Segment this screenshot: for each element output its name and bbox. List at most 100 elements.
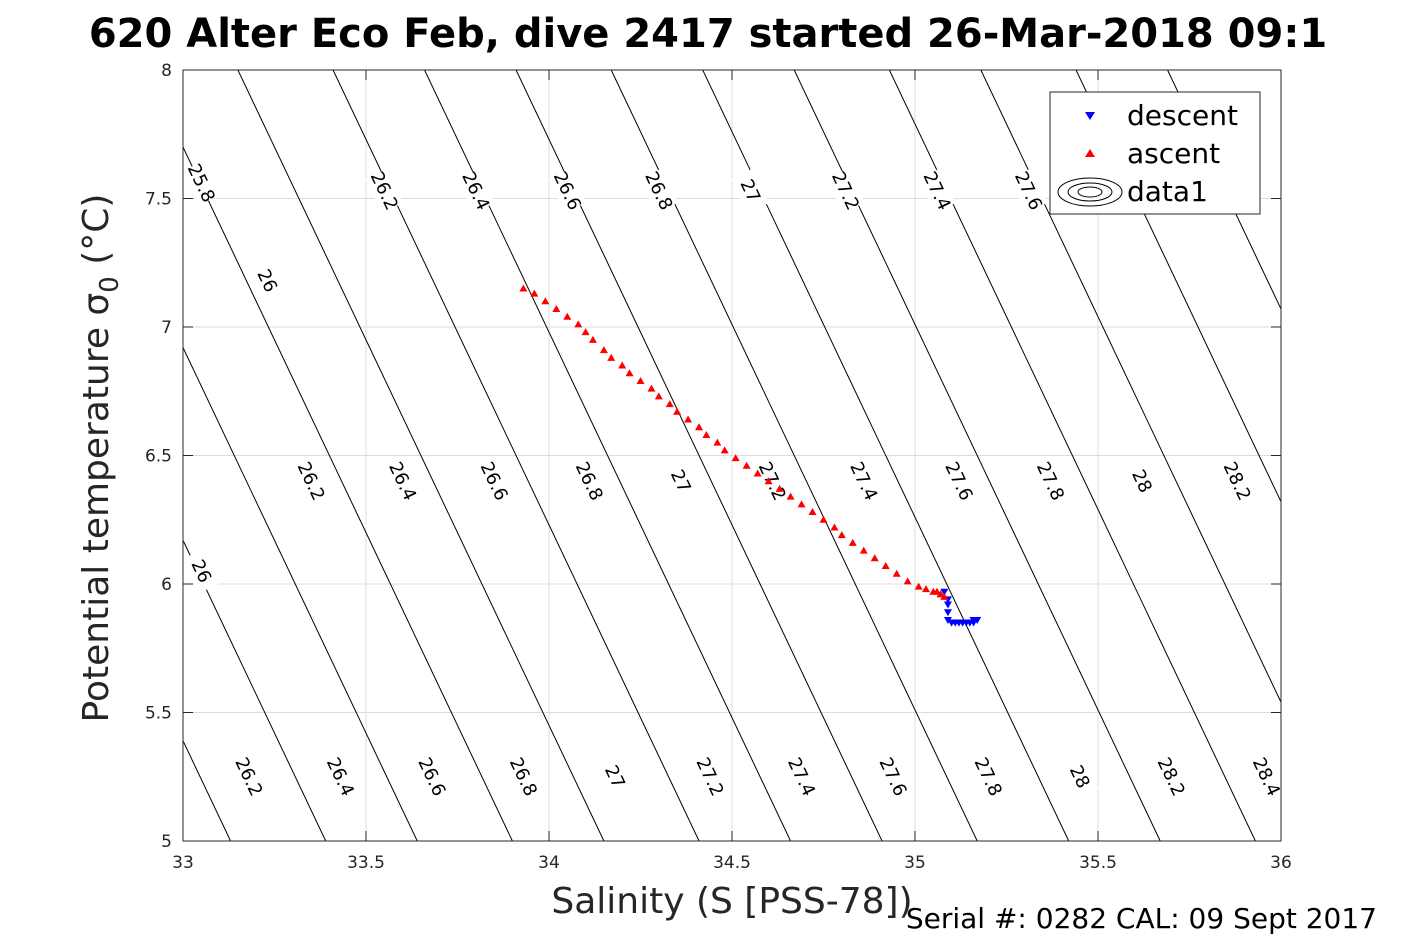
x-tick-label: 36	[1270, 853, 1292, 873]
ascent-point	[936, 590, 945, 598]
ascent-point	[530, 289, 539, 297]
ascent-point	[797, 500, 806, 508]
x-tick-label: 34	[538, 853, 560, 873]
contour-legend-icon	[1057, 177, 1123, 207]
contour-label-bg	[504, 754, 543, 800]
ascent-point	[563, 312, 572, 320]
ascent-point	[742, 461, 751, 469]
contour-label-bg	[782, 754, 821, 800]
x-tick-label: 35.5	[1079, 853, 1117, 873]
contour-label-bg	[1152, 754, 1191, 800]
contour-label-bg	[844, 458, 883, 504]
y-tick-label: 5	[161, 832, 172, 852]
x-axis-ticks: 33 33.5 34 34.5 35 35.5 36	[172, 70, 1292, 873]
contour-label-bg	[753, 458, 792, 504]
ascent-point	[647, 384, 656, 392]
contour-line	[183, 346, 418, 841]
legend[interactable]: descent ascent data1	[1049, 91, 1261, 215]
ascent-point	[830, 523, 839, 531]
contour-label-bg	[365, 168, 404, 214]
contour-label-bg	[292, 458, 331, 504]
y-tick-label: 8	[161, 61, 172, 81]
ascent-point	[837, 531, 846, 539]
ascent-point	[702, 430, 711, 438]
contour-label-bg	[639, 168, 678, 214]
contour-label-bg	[691, 754, 730, 800]
contour-label-bg	[826, 168, 865, 214]
y-tick-label: 6.5	[145, 447, 172, 467]
ascent-point	[870, 554, 879, 562]
ascent-point	[625, 369, 634, 377]
contour-label-bg	[321, 754, 360, 800]
series-ascent	[519, 284, 949, 600]
ascent-point	[607, 353, 616, 361]
contour-label-bg	[412, 754, 451, 800]
y-tick-label: 7	[161, 318, 172, 338]
y-axis-label: Potential temperature σ0 (°C)	[76, 194, 125, 723]
legend-contour-label: data1	[1127, 175, 1208, 208]
contour-label-bg	[475, 458, 514, 504]
ascent-point	[932, 587, 941, 595]
series-descent	[940, 588, 982, 627]
contour-label-bg	[570, 458, 609, 504]
x-tick-label: 35	[904, 853, 926, 873]
contour-label-bg	[1247, 754, 1286, 800]
contour-label-bg	[182, 160, 221, 206]
contour-label-bg	[1060, 754, 1099, 800]
contour-label-bg	[548, 168, 587, 214]
ascent-point	[599, 346, 608, 354]
ascent-point	[848, 538, 857, 546]
ascent-point	[903, 577, 912, 585]
legend-ascent-label: ascent	[1127, 137, 1220, 170]
legend-descent-marker	[1085, 112, 1095, 120]
ascent-point	[541, 297, 550, 305]
contour-label-bg	[731, 168, 770, 214]
ascent-point	[881, 562, 890, 570]
y-tick-label: 5.5	[145, 704, 172, 724]
ascent-point	[552, 305, 561, 313]
contour-label-bg	[969, 754, 1008, 800]
y-tick-label: 7.5	[145, 190, 172, 210]
legend-descent-label: descent	[1127, 99, 1238, 132]
ascent-point	[940, 592, 949, 600]
contour-label-bg	[661, 458, 700, 504]
contour-label-bg	[917, 168, 956, 214]
ascent-point	[921, 585, 930, 593]
descent-point	[940, 588, 949, 596]
y-axis-label-main: Potential temperature σ	[76, 293, 117, 723]
contour-label-bg	[1218, 458, 1257, 504]
ascent-point	[695, 423, 704, 431]
ascent-point	[665, 400, 674, 408]
contour-label-bg	[1031, 458, 1070, 504]
y-axis-label-unit: (°C)	[76, 194, 117, 277]
y-axis-label-subscript: 0	[95, 276, 125, 293]
contour-label-bg	[456, 168, 495, 214]
descent-point	[943, 609, 952, 617]
serial-cal-annotation: Serial #: 0282 CAL: 09 Sept 2017	[906, 902, 1377, 935]
ascent-point	[764, 477, 773, 485]
ascent-point	[753, 469, 762, 477]
contour-label-bg	[383, 458, 422, 504]
ascent-point	[684, 415, 693, 423]
x-axis-label: Salinity (S [PSS-78])	[551, 881, 912, 922]
ascent-point	[731, 454, 740, 462]
contour-label-bg	[939, 458, 978, 504]
contour-label-bg	[595, 754, 634, 800]
ascent-point	[574, 320, 583, 328]
contour-label-bg	[1122, 458, 1161, 504]
ascent-point	[673, 407, 682, 415]
contour-label-bg	[182, 548, 221, 594]
descent-point	[973, 616, 982, 624]
ascent-point	[588, 335, 597, 343]
x-tick-label: 34.5	[713, 853, 751, 873]
ascent-point	[819, 515, 828, 523]
legend-box	[1049, 91, 1261, 215]
ascent-point	[775, 484, 784, 492]
ascent-point	[859, 546, 868, 554]
x-tick-label: 33.5	[347, 853, 385, 873]
ascent-point	[720, 446, 729, 454]
ascent-point	[892, 569, 901, 577]
ascent-point	[618, 361, 627, 369]
